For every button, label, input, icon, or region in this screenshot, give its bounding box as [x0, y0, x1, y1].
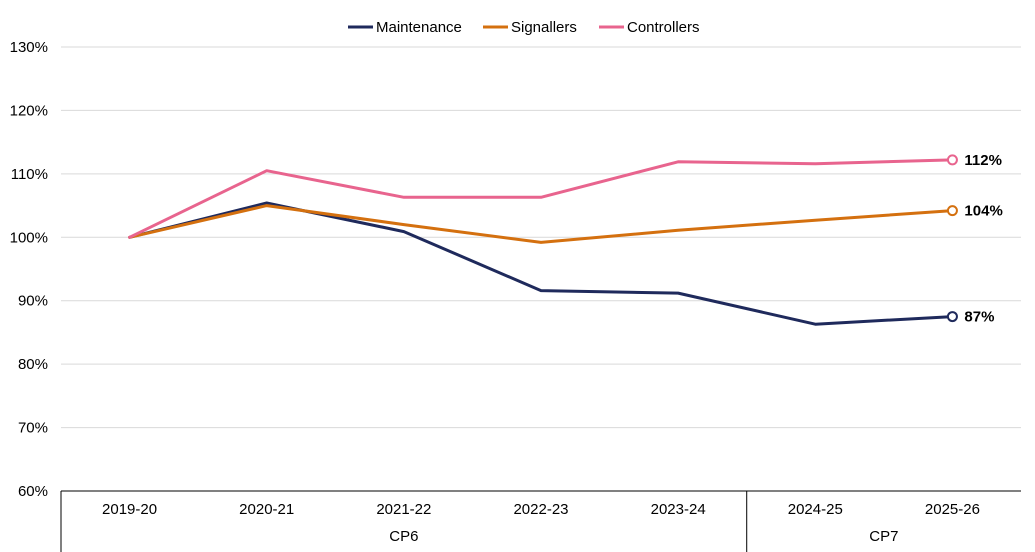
legend-label: Controllers [627, 19, 700, 36]
y-axis: 60% 70% 80% 90% 100% 110% 120% 130% [10, 39, 48, 500]
x-group-label: CP6 [389, 528, 418, 545]
end-point-marker [946, 205, 958, 217]
x-tick-label: 2019-20 [102, 501, 157, 518]
gridlines [61, 46, 1021, 429]
series-line [128, 158, 954, 239]
x-tick-label: 2021-22 [376, 501, 431, 518]
end-point-marker [946, 154, 958, 166]
y-tick-label: 70% [18, 420, 48, 437]
series-line [128, 201, 954, 326]
end-data-label: 104% [964, 203, 1002, 220]
series-lines: 87% 104% 112% [128, 152, 1003, 326]
x-tick-label: 2024-25 [788, 501, 843, 518]
y-tick-label: 60% [18, 483, 48, 500]
y-tick-label: 130% [10, 39, 48, 56]
x-group-label: CP7 [869, 528, 898, 545]
x-tick-label: 2023-24 [651, 501, 706, 518]
legend-label: Signallers [511, 19, 577, 36]
y-tick-label: 110% [11, 166, 48, 183]
x-tick-label: 2020-21 [239, 501, 294, 518]
y-tick-label: 80% [18, 356, 48, 373]
y-tick-label: 100% [10, 229, 48, 246]
series-line [128, 204, 954, 244]
x-axis: CP6 CP7 2019-20 2020-21 2021-22 2022-23 2023-2… [60, 490, 1021, 552]
y-tick-label: 90% [18, 293, 48, 310]
end-data-label: 112% [964, 152, 1002, 169]
x-tick-label: 2025-26 [925, 501, 980, 518]
legend-label: Maintenance [376, 19, 462, 36]
y-tick-label: 120% [10, 102, 48, 119]
end-point-marker [946, 311, 958, 323]
end-data-label: 87% [964, 309, 994, 326]
legend: Maintenance Signallers Controllers [348, 19, 700, 36]
x-tick-label: 2022-23 [513, 501, 568, 518]
